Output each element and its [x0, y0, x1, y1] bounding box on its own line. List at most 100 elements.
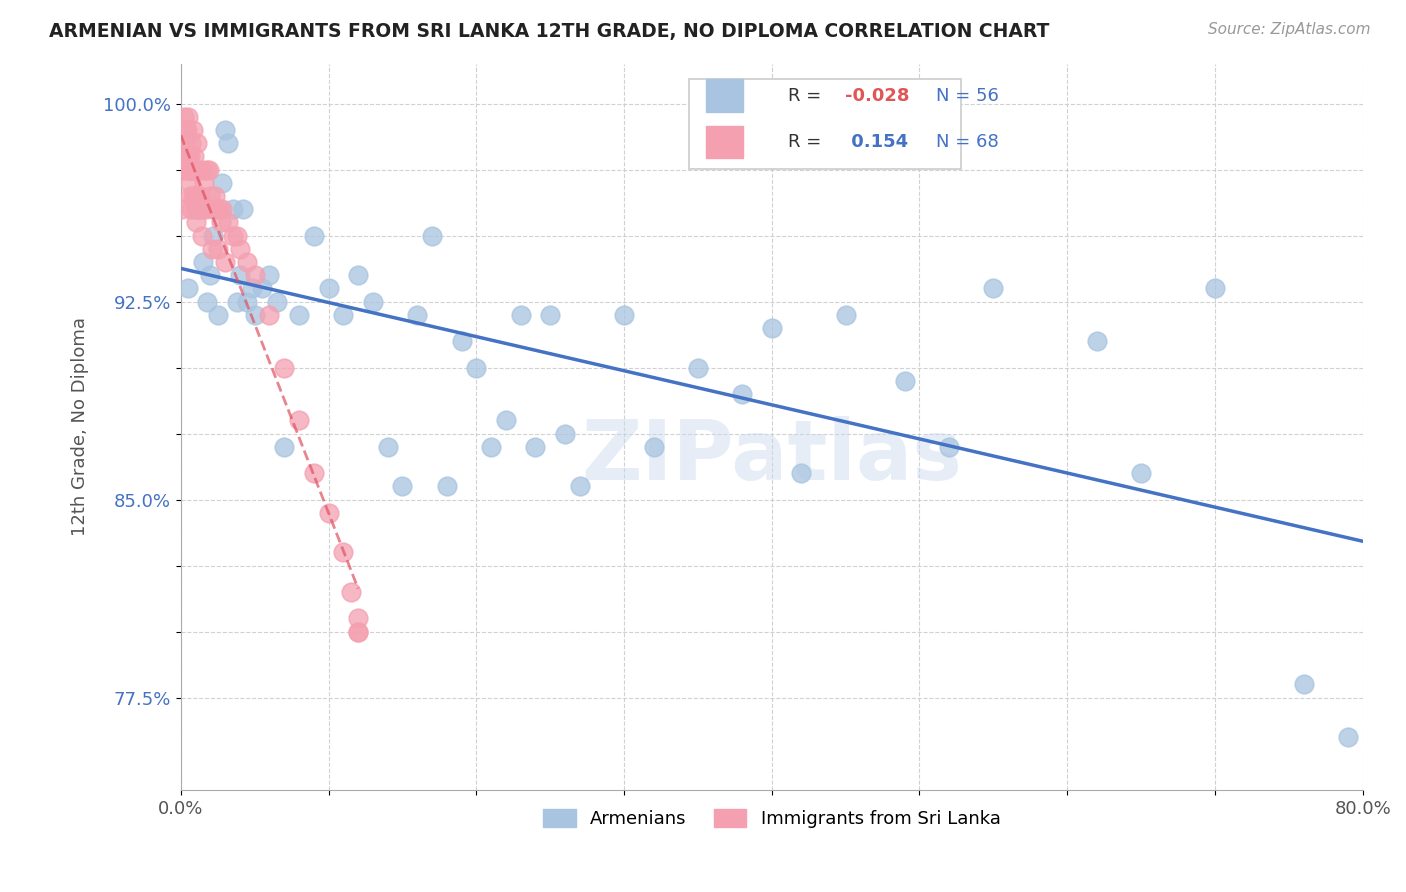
Text: R =: R =	[789, 87, 827, 104]
Point	[217, 215, 239, 229]
Point	[361, 294, 384, 309]
Point	[1130, 466, 1153, 480]
Point	[183, 162, 205, 177]
Point	[176, 162, 198, 177]
Text: -0.028: -0.028	[845, 87, 910, 104]
Point	[761, 321, 783, 335]
Point	[207, 242, 229, 256]
Point	[347, 624, 370, 639]
Point	[205, 202, 228, 217]
Point	[176, 149, 198, 163]
Point	[211, 202, 233, 217]
Point	[377, 440, 399, 454]
Point	[187, 202, 209, 217]
Text: N = 56: N = 56	[936, 87, 998, 104]
Point	[347, 624, 370, 639]
Point	[193, 176, 215, 190]
Point	[221, 202, 243, 217]
Text: 0.154: 0.154	[845, 134, 908, 152]
Point	[391, 479, 413, 493]
Point	[202, 228, 225, 243]
Point	[259, 268, 281, 283]
Point	[554, 426, 576, 441]
Point	[1204, 281, 1226, 295]
Point	[181, 123, 204, 137]
Point	[288, 413, 311, 427]
Point	[266, 294, 288, 309]
Point	[177, 149, 200, 163]
Point	[183, 149, 205, 163]
Point	[613, 308, 636, 322]
Point	[568, 479, 591, 493]
Point	[240, 281, 263, 295]
Bar	[689, 78, 960, 169]
Point	[209, 215, 232, 229]
Point	[186, 162, 208, 177]
Point	[450, 334, 472, 349]
Point	[226, 228, 249, 243]
Point	[197, 162, 219, 177]
Point	[686, 360, 709, 375]
Point	[176, 123, 198, 137]
Point	[174, 123, 197, 137]
Point	[190, 228, 212, 243]
Text: N = 68: N = 68	[936, 134, 998, 152]
Point	[174, 136, 197, 151]
Point	[236, 255, 259, 269]
Point	[177, 110, 200, 124]
Point	[211, 176, 233, 190]
Point	[243, 308, 266, 322]
Point	[180, 136, 202, 151]
Point	[420, 228, 443, 243]
Point	[302, 228, 325, 243]
Text: ARMENIAN VS IMMIGRANTS FROM SRI LANKA 12TH GRADE, NO DIPLOMA CORRELATION CHART: ARMENIAN VS IMMIGRANTS FROM SRI LANKA 12…	[49, 22, 1050, 41]
Point	[188, 189, 211, 203]
Point	[187, 162, 209, 177]
Point	[208, 202, 231, 217]
Point	[184, 202, 207, 217]
Text: ZIPatlas: ZIPatlas	[581, 416, 962, 497]
Point	[243, 268, 266, 283]
Point	[188, 202, 211, 217]
Point	[524, 440, 547, 454]
Point	[259, 308, 281, 322]
Point	[406, 308, 429, 322]
Point	[643, 440, 665, 454]
Point	[173, 110, 195, 124]
Point	[186, 136, 208, 151]
Point	[191, 255, 214, 269]
Point	[191, 162, 214, 177]
Point	[184, 202, 207, 217]
Point	[200, 189, 222, 203]
Point	[187, 189, 209, 203]
Point	[479, 440, 502, 454]
Point	[1085, 334, 1108, 349]
Point	[302, 466, 325, 480]
Point	[179, 162, 201, 177]
Point	[181, 189, 204, 203]
Point	[201, 242, 224, 256]
Point	[509, 308, 531, 322]
Text: R =: R =	[789, 134, 827, 152]
Point	[538, 308, 561, 322]
Point	[197, 294, 219, 309]
Point	[229, 242, 252, 256]
Point	[202, 202, 225, 217]
Point	[179, 189, 201, 203]
Point	[217, 136, 239, 151]
Point	[790, 466, 813, 480]
Point	[236, 294, 259, 309]
Point	[1292, 677, 1315, 691]
Point	[250, 281, 273, 295]
Point	[190, 202, 212, 217]
Point	[1337, 730, 1360, 744]
Point	[465, 360, 488, 375]
Point	[834, 308, 856, 322]
Point	[221, 228, 243, 243]
Point	[232, 202, 254, 217]
Point	[332, 308, 354, 322]
Point	[436, 479, 458, 493]
Point	[180, 162, 202, 177]
Point	[200, 268, 222, 283]
Point	[179, 149, 201, 163]
